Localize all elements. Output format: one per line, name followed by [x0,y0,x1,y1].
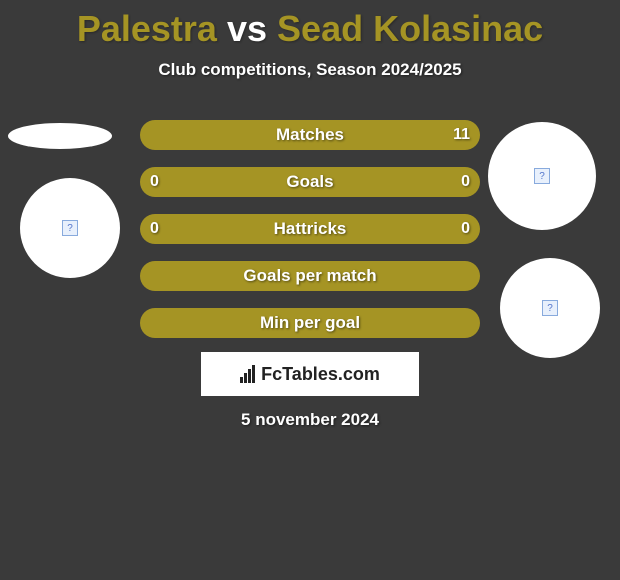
stat-bar-right-value: 11 [453,126,470,144]
player1-avatar-circle: ? [20,178,120,278]
player2-name: Sead Kolasinac [277,8,543,49]
stat-bar-label: Matches [276,125,344,145]
player2-avatar-circle: ? [488,122,596,230]
fctables-logo: FcTables.com [201,352,419,396]
comparison-title: Palestra vs Sead Kolasinac [0,0,620,50]
subtitle: Club competitions, Season 2024/2025 [0,60,620,80]
date: 5 november 2024 [241,410,379,430]
stat-bar-right-value: 0 [461,173,470,191]
player1-name: Palestra [77,8,217,49]
logo-text: FcTables.com [240,364,380,385]
image-placeholder-icon: ? [62,220,78,236]
stat-bar-label: Goals per match [243,266,376,286]
stat-bar-left-value: 0 [150,173,159,191]
stat-bar-right-value: 0 [461,220,470,238]
logo-bars-icon [240,365,255,383]
team-avatar-circle: ? [500,258,600,358]
stat-bar: Min per goal [140,308,480,338]
logo-label: FcTables.com [261,364,380,385]
vs-text: vs [227,8,267,49]
stat-bar: Hattricks 0 0 [140,214,480,244]
image-placeholder-icon: ? [534,168,550,184]
stat-bar-label: Goals [286,172,333,192]
decoration-ellipse [8,123,112,149]
image-placeholder-icon: ? [542,300,558,316]
stat-bar-label: Hattricks [274,219,347,239]
stat-bar: Goals per match [140,261,480,291]
stat-bar: Goals 0 0 [140,167,480,197]
stat-bar-label: Min per goal [260,313,360,333]
stat-bar-left-value: 0 [150,220,159,238]
stat-bar: Matches 11 [140,120,480,150]
